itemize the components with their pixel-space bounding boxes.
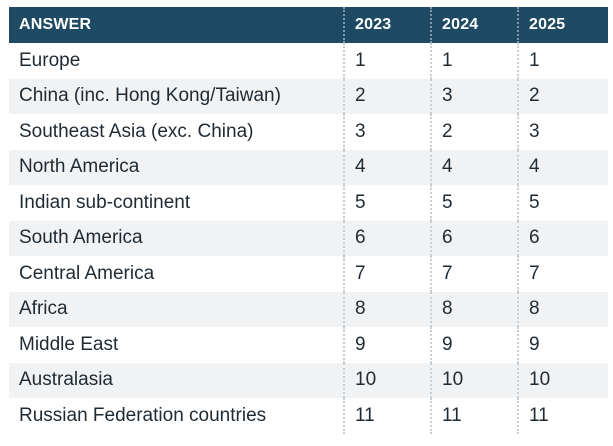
row-2025: 1 — [519, 43, 608, 79]
row-2023: 10 — [345, 362, 432, 398]
table-row: Middle East 9 9 9 — [9, 327, 608, 363]
row-2023: 11 — [345, 398, 432, 434]
row-2025: 5 — [519, 185, 608, 221]
table-row: Southeast Asia (exc. China) 3 2 3 — [9, 114, 608, 150]
row-2024: 10 — [432, 362, 519, 398]
row-2025: 2 — [519, 78, 608, 114]
row-2023: 2 — [345, 78, 432, 114]
table-body: Europe 1 1 1 China (inc. Hong Kong/Taiwa… — [9, 43, 608, 434]
table-row: Indian sub-continent 5 5 5 — [9, 185, 608, 221]
row-2023: 3 — [345, 114, 432, 150]
row-answer: Southeast Asia (exc. China) — [9, 114, 345, 150]
row-answer: Europe — [9, 43, 345, 79]
row-2024: 11 — [432, 398, 519, 434]
header-2025: 2025 — [519, 7, 608, 43]
row-2025: 9 — [519, 327, 608, 363]
row-2024: 6 — [432, 220, 519, 256]
row-answer: Indian sub-continent — [9, 185, 345, 221]
row-2023: 9 — [345, 327, 432, 363]
table-header: ANSWER 2023 2024 2025 — [9, 7, 608, 43]
row-answer: South America — [9, 220, 345, 256]
ranking-table: ANSWER 2023 2024 2025 Europe 1 1 1 China… — [9, 7, 608, 434]
row-2023: 7 — [345, 256, 432, 292]
row-answer: Russian Federation countries — [9, 398, 345, 434]
row-2023: 1 — [345, 43, 432, 79]
table-row: Australasia 10 10 10 — [9, 362, 608, 398]
row-answer: Middle East — [9, 327, 345, 363]
table-row: Russian Federation countries 11 11 11 — [9, 398, 608, 434]
row-answer: Australasia — [9, 362, 345, 398]
row-2025: 7 — [519, 256, 608, 292]
row-2025: 8 — [519, 291, 608, 327]
row-answer: Central America — [9, 256, 345, 292]
row-2025: 4 — [519, 149, 608, 185]
header-answer: ANSWER — [9, 7, 345, 43]
header-2023: 2023 — [345, 7, 432, 43]
row-answer: North America — [9, 149, 345, 185]
row-2023: 4 — [345, 149, 432, 185]
row-2025: 3 — [519, 114, 608, 150]
table-row: Europe 1 1 1 — [9, 43, 608, 79]
row-2024: 3 — [432, 78, 519, 114]
row-2023: 5 — [345, 185, 432, 221]
row-2023: 6 — [345, 220, 432, 256]
row-2023: 8 — [345, 291, 432, 327]
ranking-table-container: ANSWER 2023 2024 2025 Europe 1 1 1 China… — [9, 7, 608, 434]
row-2025: 6 — [519, 220, 608, 256]
row-2025: 11 — [519, 398, 608, 434]
table-row: South America 6 6 6 — [9, 220, 608, 256]
row-answer: China (inc. Hong Kong/Taiwan) — [9, 78, 345, 114]
row-2024: 9 — [432, 327, 519, 363]
row-2024: 7 — [432, 256, 519, 292]
row-2025: 10 — [519, 362, 608, 398]
row-answer: Africa — [9, 291, 345, 327]
header-2024: 2024 — [432, 7, 519, 43]
row-2024: 8 — [432, 291, 519, 327]
row-2024: 5 — [432, 185, 519, 221]
row-2024: 1 — [432, 43, 519, 79]
table-row: Africa 8 8 8 — [9, 291, 608, 327]
header-row: ANSWER 2023 2024 2025 — [9, 7, 608, 43]
row-2024: 4 — [432, 149, 519, 185]
table-row: Central America 7 7 7 — [9, 256, 608, 292]
row-2024: 2 — [432, 114, 519, 150]
table-row: North America 4 4 4 — [9, 149, 608, 185]
table-row: China (inc. Hong Kong/Taiwan) 2 3 2 — [9, 78, 608, 114]
